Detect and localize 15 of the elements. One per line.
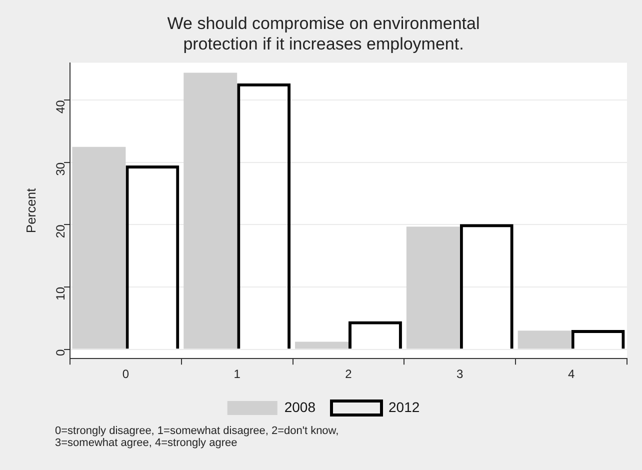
x-tick-label: 2 bbox=[345, 367, 352, 382]
legend-label: 2012 bbox=[388, 398, 420, 415]
chart-title: We should compromise on environmental protection if it increases employment. bbox=[167, 14, 480, 54]
y-tick-label: 10 bbox=[53, 286, 68, 300]
x-tick-label: 1 bbox=[234, 367, 241, 382]
x-tick-label: 4 bbox=[568, 367, 575, 382]
y-tick-label: 20 bbox=[53, 224, 68, 238]
y-tick-label: 0 bbox=[53, 348, 68, 356]
x-tick-label: 3 bbox=[456, 367, 464, 382]
legend-label: 2008 bbox=[284, 398, 316, 415]
y-axis-title: Percent bbox=[23, 188, 38, 234]
text: 0=strongly disagree, 1=somewhat disagree, 2=don't know, 3=somewhat agree, 4=strongly agree bbox=[55, 425, 340, 449]
x-tick-label: 0 bbox=[122, 367, 130, 382]
y-tick-label: 40 bbox=[53, 100, 68, 114]
y-tick-label: 30 bbox=[53, 162, 68, 176]
